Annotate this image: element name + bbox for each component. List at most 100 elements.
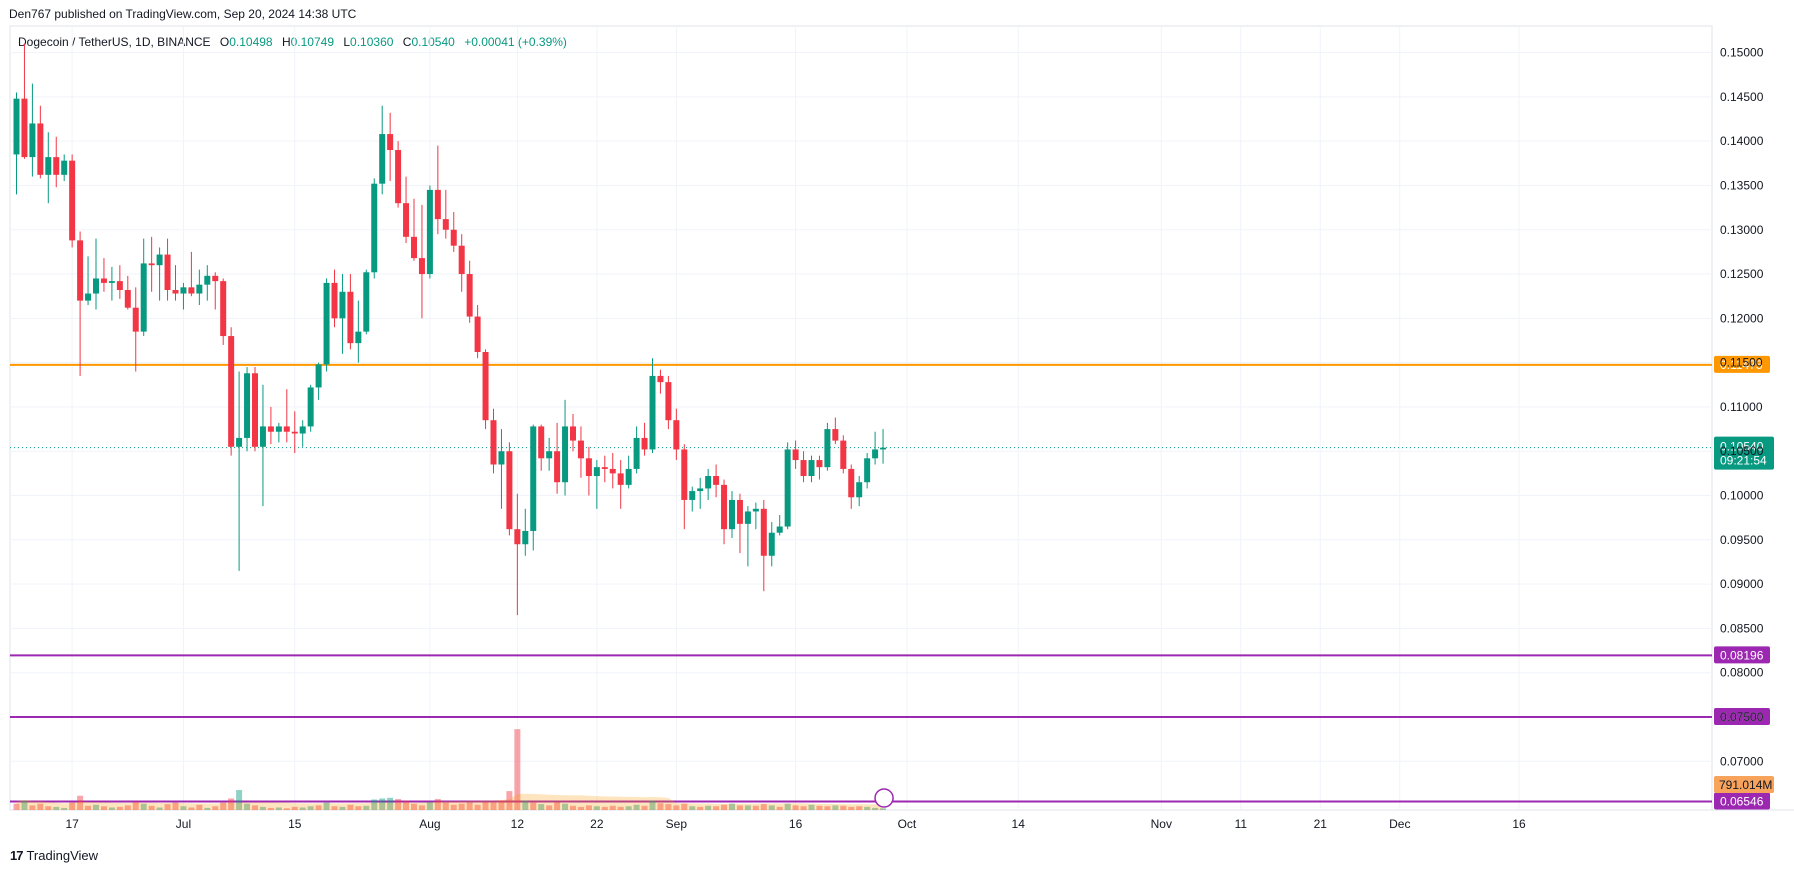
candle-body: [514, 529, 521, 545]
volume-bar: [641, 805, 648, 810]
time-tick-label: 16: [1512, 817, 1526, 831]
volume-bar: [442, 802, 449, 810]
volume-bar: [713, 806, 720, 810]
volume-bar: [633, 804, 640, 810]
volume-bar: [212, 806, 219, 810]
volume-bar: [347, 804, 354, 810]
volume-bar: [418, 805, 425, 810]
volume-bar: [45, 806, 52, 810]
level-badge-label: 0.08196: [1720, 648, 1764, 662]
volume-bar: [649, 800, 656, 810]
volume-bar: [426, 802, 433, 810]
price-tick-label: 0.11500: [1720, 356, 1763, 370]
volume-bar: [697, 806, 704, 810]
candle-body: [498, 451, 505, 465]
candle-body: [673, 420, 680, 450]
legend-high: 0.10749: [290, 35, 335, 49]
time-tick-label: Oct: [898, 817, 917, 831]
volume-bar: [307, 806, 314, 810]
candle-body: [474, 316, 481, 353]
candle-body: [593, 467, 600, 477]
price-tick-label: 0.07500: [1720, 710, 1764, 724]
candle-body: [220, 281, 227, 337]
volume-bar: [299, 807, 306, 810]
volume-bar: [156, 807, 163, 810]
candle-body: [77, 240, 84, 301]
candle-body: [577, 440, 584, 459]
volume-bar: [188, 807, 195, 810]
candle-body: [283, 426, 290, 432]
volume-bar: [617, 806, 624, 810]
candle-body: [625, 468, 632, 485]
candle-body: [617, 473, 624, 485]
candle-body: [538, 426, 545, 459]
candle-body: [100, 278, 107, 283]
volume-bar: [752, 805, 759, 810]
candle-body: [45, 157, 52, 175]
volume-bar: [498, 800, 505, 810]
volume-bars: [13, 729, 887, 810]
volume-bar: [434, 799, 441, 810]
legend-close: 0.10540: [411, 35, 455, 49]
volume-bar: [832, 805, 839, 810]
chart-grid: [9, 25, 1794, 811]
candle-body: [299, 426, 306, 434]
volume-bar: [768, 805, 775, 810]
time-tick-label: Sep: [666, 817, 688, 831]
volume-bar: [37, 803, 44, 810]
volume-ma-area: [16, 793, 884, 810]
volume-bar: [562, 803, 569, 810]
volume-bar: [93, 804, 99, 810]
volume-bar: [291, 806, 298, 810]
legend-change: +0.00041 (+0.39%): [464, 35, 567, 49]
realtime-marker-icon: [874, 788, 894, 808]
candle-body: [570, 426, 576, 441]
volume-bar: [77, 795, 84, 810]
volume-bar: [721, 804, 728, 810]
volume-bar: [196, 804, 203, 810]
candle-body: [148, 263, 155, 266]
candle-body: [21, 98, 28, 158]
volume-bar: [736, 805, 743, 810]
price-tick-label: 0.07000: [1720, 754, 1764, 768]
volume-bar: [808, 804, 815, 810]
tradingview-footer[interactable]: 17 TradingView: [10, 848, 98, 863]
time-tick-label: 11: [1235, 817, 1248, 831]
time-tick-label: 17: [65, 817, 79, 831]
volume-bar: [474, 804, 481, 810]
volume-bar: [554, 802, 561, 810]
volume-bar: [53, 806, 60, 810]
volume-bar: [530, 802, 537, 810]
candle-body: [784, 449, 791, 527]
volume-bar: [355, 806, 362, 810]
volume-bar: [546, 805, 553, 810]
volume-bar: [244, 803, 251, 810]
legend-close-label: C: [402, 35, 412, 49]
legend-symbol[interactable]: Dogecoin / TetherUS, 1D, BINANCE: [18, 35, 211, 49]
volume-bar: [403, 800, 410, 810]
volume-badge-label: 791.014M: [1719, 778, 1772, 792]
volume-bar: [776, 806, 783, 810]
candle-body: [530, 426, 537, 531]
candle-body: [824, 429, 831, 468]
price-tick-label: 0.11000: [1720, 400, 1763, 414]
volume-bar: [681, 803, 688, 810]
candle-body: [339, 291, 346, 319]
volume-bar: [824, 806, 831, 810]
volume-bar: [450, 804, 457, 810]
level-badge-label: 0.06546: [1720, 794, 1764, 808]
level-badge: [1714, 792, 1770, 810]
volume-bar: [856, 806, 863, 810]
candle-body: [442, 219, 449, 230]
price-tick-label: 0.14000: [1720, 134, 1764, 148]
price-tick-label: 0.12500: [1720, 267, 1764, 281]
level-badge-label: 0.11475: [1720, 358, 1763, 372]
candle-body: [641, 437, 648, 450]
candle-body: [760, 508, 767, 556]
candle-body: [132, 307, 139, 332]
symbol-legend: Dogecoin / TetherUS, 1D, BINANCE O0.1049…: [18, 35, 567, 49]
time-axis: 17 Jul 15 Aug 12 22 Sep 16 Oct 14 Nov 11 21 Dec 16: [65, 817, 1526, 831]
volume-bar: [132, 801, 139, 810]
volume-bar: [236, 790, 243, 810]
